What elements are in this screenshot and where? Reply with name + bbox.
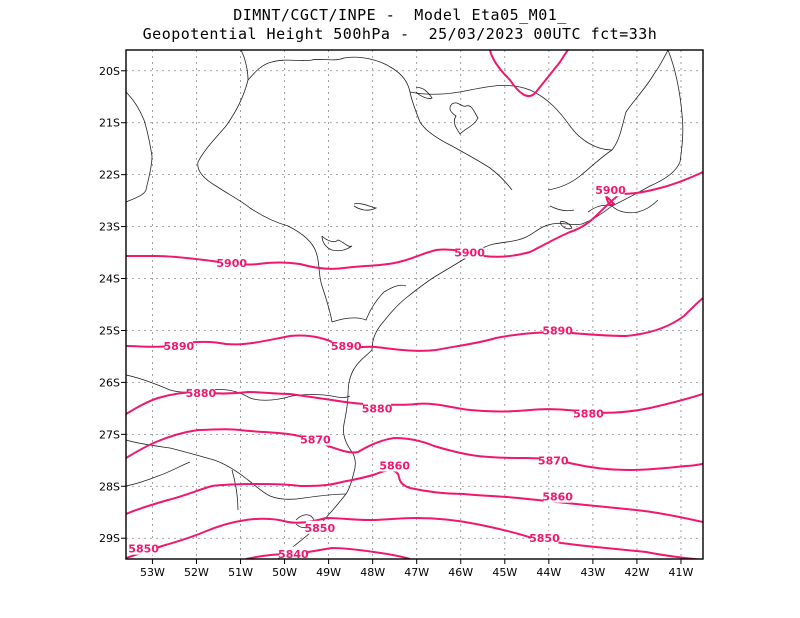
x-tick-label: 41W <box>669 566 694 579</box>
contour-label: 5900 <box>454 247 485 260</box>
y-tick-label: 25S <box>99 324 120 337</box>
x-tick-label: 51W <box>228 566 253 579</box>
y-tick-label: 29S <box>99 532 120 545</box>
map-frame <box>125 49 704 560</box>
border-sc-rs <box>126 439 347 500</box>
contour-label-bg <box>164 339 193 353</box>
border-sp-mg <box>409 50 669 151</box>
contour-5870 <box>126 428 703 472</box>
contour-label: 5880 <box>362 402 393 415</box>
contour-label-bg <box>305 520 334 534</box>
x-tick-label: 43W <box>580 566 605 579</box>
border-ms-west <box>126 91 153 203</box>
y-tick-label: 28S <box>99 480 120 493</box>
y-tick-label: 27S <box>99 428 120 441</box>
contour-label: 5890 <box>331 340 362 353</box>
contour-label: 5900 <box>595 184 626 197</box>
coast-sc <box>343 349 373 495</box>
y-tick-label: 21S <box>99 117 120 130</box>
border-rs-west <box>126 461 239 511</box>
contour-label: 5880 <box>186 387 217 400</box>
lake-furnas <box>449 102 479 135</box>
x-tick-label: 45W <box>492 566 517 579</box>
contour-5900-top <box>489 50 569 98</box>
contour-label-bg <box>539 453 568 467</box>
ilha-bela <box>559 221 573 230</box>
x-tick-label: 47W <box>404 566 429 579</box>
contour-label: 5890 <box>164 340 195 353</box>
x-tick-label: 46W <box>448 566 473 579</box>
lake-small-1 <box>415 87 433 99</box>
y-tick-label: 20S <box>99 65 120 78</box>
contour-label: 5890 <box>542 324 573 337</box>
contour-label-bg <box>596 183 625 197</box>
y-tick-label: 23S <box>99 221 120 234</box>
axis-ticks: 53W 52W 51W 50W 49W 48W 47W 46W 45W 44W 43W 42W 41W 2… <box>99 65 694 579</box>
coastline-borders <box>126 50 684 559</box>
contour-label-bg <box>129 541 158 555</box>
contour-label: 5840 <box>278 548 309 561</box>
contour-label-bg <box>530 531 559 545</box>
contour-label-bg <box>332 339 361 353</box>
y-tick-label: 26S <box>99 376 120 389</box>
contour-lines <box>126 50 703 559</box>
contour-label: 5870 <box>538 454 569 467</box>
contour-label: 5900 <box>216 257 247 270</box>
contour-labels: 5900 5900 5900 5890 5890 5890 5880 5880 5880 5870… <box>128 183 626 561</box>
coast-rj <box>549 199 659 214</box>
border-pr-sc <box>126 374 351 401</box>
contour-label-bg <box>363 401 392 415</box>
chart-title-line-2: Geopotential Height 500hPa - 25/03/2023 … <box>142 25 658 43</box>
border-pr-sp <box>331 284 407 323</box>
contour-label: 5860 <box>542 491 573 504</box>
contour-label-bg <box>279 546 308 560</box>
contour-label-bg <box>380 458 409 472</box>
contour-label-bg <box>543 323 572 337</box>
x-tick-label: 48W <box>360 566 385 579</box>
contour-label: 5850 <box>304 522 335 535</box>
x-tick-label: 52W <box>184 566 209 579</box>
lake-small-3 <box>353 203 378 211</box>
x-tick-label: 42W <box>624 566 649 579</box>
border-parana-river <box>126 50 513 191</box>
contour-5840 <box>245 546 411 559</box>
contour-label-bg <box>455 245 484 259</box>
x-tick-label: 50W <box>272 566 297 579</box>
chart-title-line-1: DIMNT/CGCT/INPE - Model Eta05_M01_ <box>233 6 567 24</box>
contour-5890 <box>126 297 703 352</box>
border-mg-rj <box>547 50 684 207</box>
contour-label-bg <box>186 385 215 399</box>
x-tick-label: 53W <box>140 566 165 579</box>
contour-label: 5870 <box>300 434 331 447</box>
graticule <box>126 50 703 559</box>
contour-5860 <box>126 469 703 523</box>
contour-5850 <box>126 516 703 559</box>
border-sp-north <box>197 79 333 323</box>
coast-sp <box>371 205 613 351</box>
contour-label: 5850 <box>128 543 159 556</box>
contour-label: 5880 <box>573 408 604 421</box>
contour-label-bg <box>543 489 572 503</box>
y-tick-label: 22S <box>99 169 120 182</box>
lake-small-2 <box>321 235 353 252</box>
x-tick-label: 44W <box>536 566 561 579</box>
y-tick-label: 24S <box>99 273 120 286</box>
contour-label: 5860 <box>379 460 410 473</box>
contour-label-bg <box>301 432 330 446</box>
contour-label: 5850 <box>529 532 560 545</box>
x-tick-label: 49W <box>316 566 341 579</box>
contour-5900-loop <box>605 195 616 206</box>
contour-label-bg <box>574 406 603 420</box>
contour-label-bg <box>217 255 246 269</box>
